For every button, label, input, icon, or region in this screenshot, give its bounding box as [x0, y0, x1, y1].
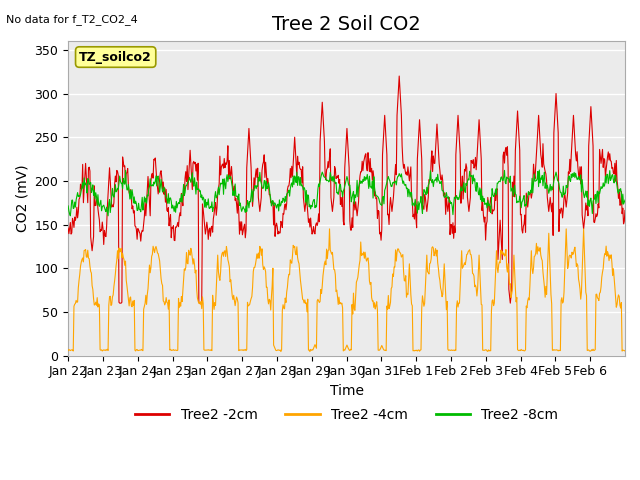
Legend: Tree2 -2cm, Tree2 -4cm, Tree2 -8cm: Tree2 -2cm, Tree2 -4cm, Tree2 -8cm	[129, 402, 564, 427]
Y-axis label: CO2 (mV): CO2 (mV)	[15, 165, 29, 232]
Text: No data for f_T2_CO2_4: No data for f_T2_CO2_4	[6, 14, 138, 25]
Title: Tree 2 Soil CO2: Tree 2 Soil CO2	[272, 15, 421, 34]
Text: TZ_soilco2: TZ_soilco2	[79, 50, 152, 63]
X-axis label: Time: Time	[330, 384, 364, 398]
